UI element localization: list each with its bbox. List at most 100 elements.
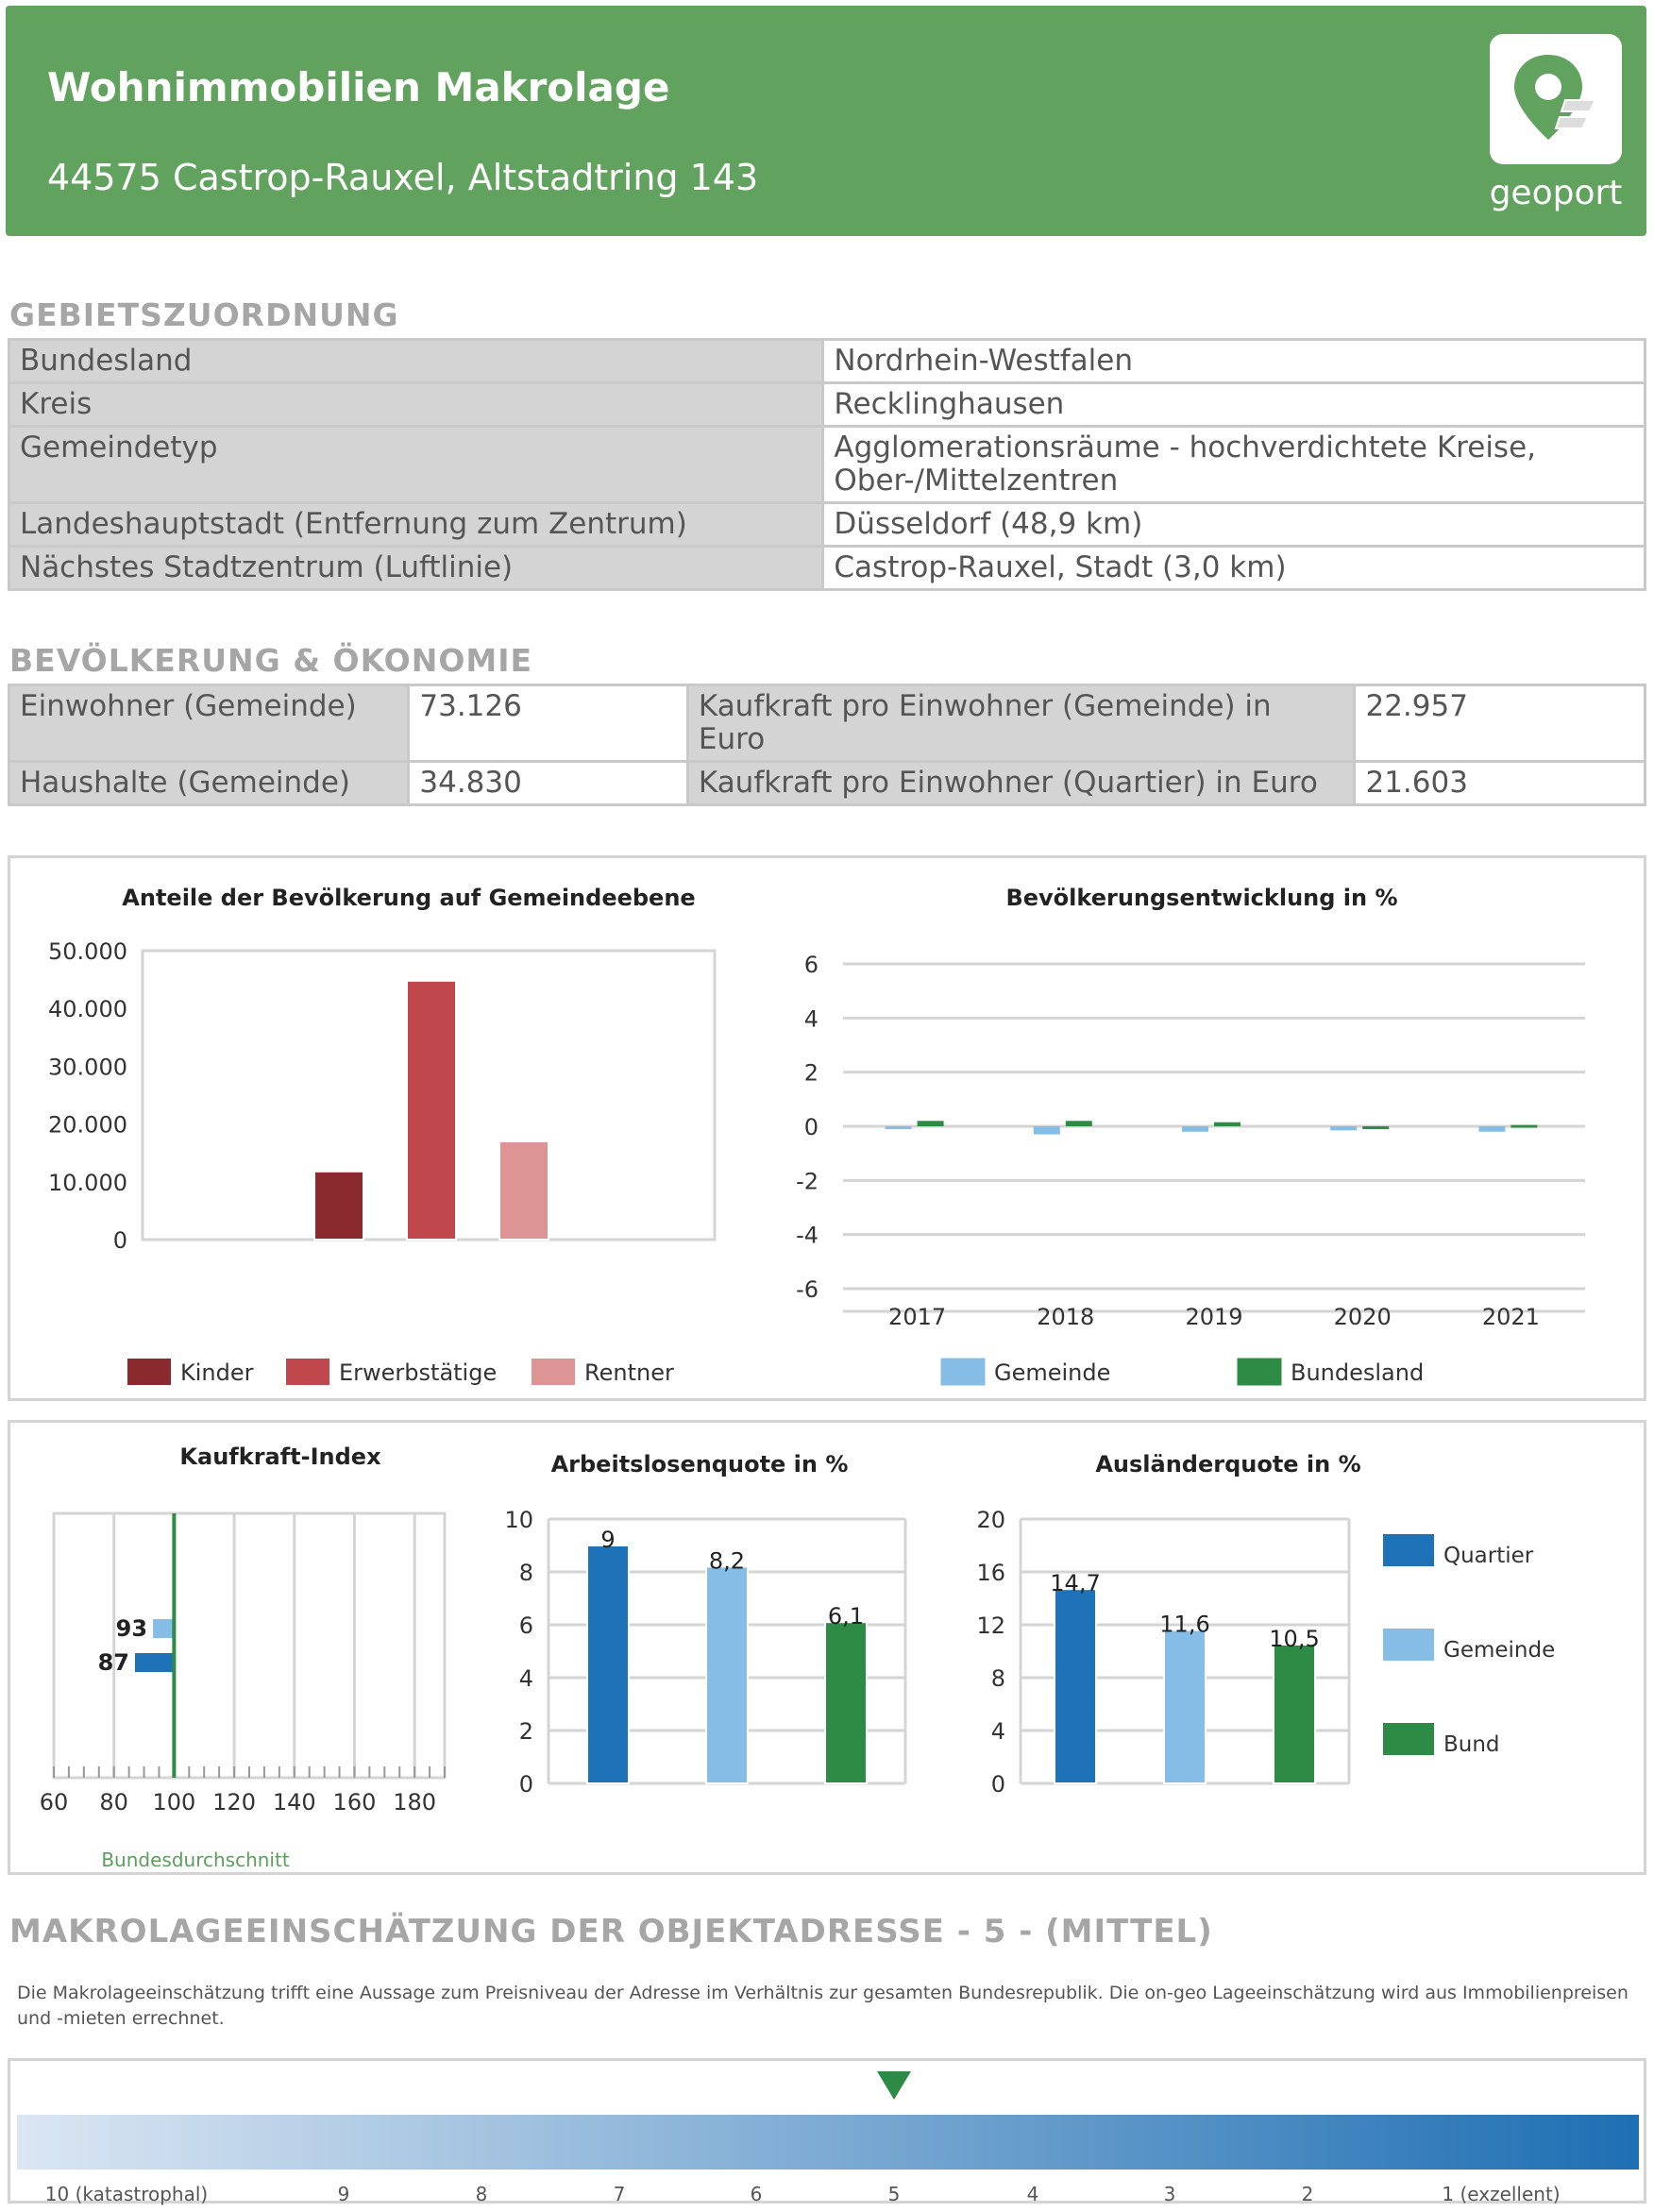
chart-panel-economy: Kaufkraft-Index 60 80 100 120 140 160 180 93 87 Bu… xyxy=(8,1420,1646,1875)
row-value: Castrop-Rauxel, Stadt (3,0 km) xyxy=(821,545,1646,591)
bar-bundesland xyxy=(1065,1121,1092,1126)
einwohner-label: Einwohner (Gemeinde) xyxy=(7,684,411,763)
bar-bundesland xyxy=(917,1121,944,1126)
einwohner-value: 73.126 xyxy=(407,684,689,763)
row-label: Kreis xyxy=(7,381,825,428)
table-row: Nächstes Stadtzentrum (Luftlinie) Castro… xyxy=(7,545,1646,591)
y-tick-label: 8 xyxy=(991,1665,1005,1692)
x-tick-label: 100 xyxy=(152,1789,195,1815)
table-row: Einwohner (Gemeinde) 73.126 Kaufkraft pr… xyxy=(7,684,1646,763)
bar-quartier xyxy=(1054,1588,1097,1784)
kaufkraft-bar xyxy=(153,1619,175,1638)
bar-value-label: 10,5 xyxy=(1269,1626,1319,1652)
y-tick-label: 10.000 xyxy=(48,1170,127,1196)
makrolage-gradient-bar xyxy=(17,2115,1639,2170)
y-tick-label: 2 xyxy=(804,1060,819,1087)
x-tick-label: 2021 xyxy=(1482,1304,1540,1330)
row-value: Recklinghausen xyxy=(821,381,1646,428)
row-value: Düsseldorf (48,9 km) xyxy=(821,501,1646,548)
y-tick-label: 4 xyxy=(804,1005,819,1032)
haushalte-label: Haushalte (Gemeinde) xyxy=(7,760,411,806)
bar-value-label: 93 xyxy=(116,1615,147,1642)
bar-value-label: 87 xyxy=(98,1649,129,1676)
row-value: Agglomerationsräume - hochverdichtete Kr… xyxy=(821,425,1646,504)
bar-bundesland xyxy=(1362,1126,1390,1129)
x-tick-label: 160 xyxy=(333,1789,377,1815)
y-tick-label: -6 xyxy=(796,1276,819,1303)
bar-gemeinde xyxy=(885,1126,912,1129)
legend-label: Erwerbstätige xyxy=(339,1359,497,1386)
chart-title: Bevölkerungsentwicklung in % xyxy=(1005,885,1397,911)
bar-value-label: 14,7 xyxy=(1050,1570,1100,1596)
report-address: 44575 Castrop-Rauxel, Altstadtring 143 xyxy=(47,157,759,198)
gebiet-table: Bundesland Nordrhein-Westfalen Kreis Rec… xyxy=(7,338,1646,591)
scale-marker-triangle xyxy=(877,2071,911,2100)
scale-label: 2 xyxy=(1301,2183,1314,2205)
triangle-down-icon xyxy=(877,2071,911,2100)
y-tick-label: 0 xyxy=(991,1771,1005,1798)
bar-bund xyxy=(1273,1644,1316,1784)
makrolage-description: Die Makrolageeinschätzung trifft eine Au… xyxy=(17,1983,1629,2029)
legend-swatch xyxy=(286,1359,329,1385)
y-tick-label: 20 xyxy=(976,1507,1005,1533)
bar-gemeinde xyxy=(1163,1629,1207,1784)
row-label: Gemeindetyp xyxy=(7,425,825,504)
scale-label: 7 xyxy=(613,2183,626,2205)
legend-swatch xyxy=(1237,1358,1282,1386)
chart-title: Anteile der Bevölkerung auf Gemeindeeben… xyxy=(122,885,695,911)
bar-kinder xyxy=(313,1170,364,1241)
bar-value-label: 8,2 xyxy=(709,1547,745,1574)
legend-swatch xyxy=(1383,1534,1434,1566)
legend-label: Gemeinde xyxy=(994,1359,1110,1386)
chart-auslaenderquote: Ausländerquote in % 0 4 8 12 16 20 14,7 11,6 10,5… xyxy=(976,1451,1555,1798)
bar-gemeinde xyxy=(1478,1126,1506,1132)
y-tick-label: 12 xyxy=(976,1613,1005,1639)
scale-label: 5 xyxy=(887,2183,901,2205)
chart-arbeitslosenquote: Arbeitslosenquote in % 0 2 4 6 8 10 9 8,2 6,1 xyxy=(504,1451,907,1798)
bar-value-label: 9 xyxy=(600,1527,615,1553)
geoport-logo xyxy=(1490,34,1622,164)
table-row: Haushalte (Gemeinde) 34.830 Kaufkraft pr… xyxy=(7,760,1646,806)
bar-bundesland xyxy=(1511,1124,1538,1128)
y-tick-label: 50.000 xyxy=(48,938,127,965)
bar-gemeinde xyxy=(1330,1126,1358,1131)
bar-gemeinde xyxy=(1033,1126,1060,1135)
section-title-gebietszuordnung: GEBIETSZUORDNUNG xyxy=(9,296,399,333)
y-tick-label: 0 xyxy=(113,1227,127,1254)
legend-label: Bundesland xyxy=(1291,1359,1424,1386)
x-tick-label: 2017 xyxy=(888,1304,946,1330)
scale-label: 4 xyxy=(1026,2183,1039,2205)
y-tick-label: -4 xyxy=(796,1223,819,1249)
bar-rentner xyxy=(498,1140,549,1241)
chart-kaufkraft-index: Kaufkraft-Index 60 80 100 120 140 160 180 93 87 Bu… xyxy=(40,1444,447,1871)
bar-bund xyxy=(824,1621,868,1784)
x-tick-label: 120 xyxy=(212,1789,256,1815)
legend-label: Gemeinde xyxy=(1443,1638,1555,1663)
scale-label: 6 xyxy=(750,2183,763,2205)
legend-label: Bund xyxy=(1443,1732,1500,1757)
table-row: Kreis Recklinghausen xyxy=(7,381,1646,428)
row-label: Nächstes Stadtzentrum (Luftlinie) xyxy=(7,545,825,591)
legend-swatch xyxy=(532,1359,575,1385)
bevoelkerung-table: Einwohner (Gemeinde) 73.126 Kaufkraft pr… xyxy=(7,684,1646,806)
chart-anteile: Anteile der Bevölkerung auf Gemeindeeben… xyxy=(48,885,717,1386)
chart-title: Arbeitslosenquote in % xyxy=(551,1451,849,1477)
x-tick-label: 60 xyxy=(40,1789,69,1815)
row-label: Bundesland xyxy=(7,338,825,384)
bar-quartier xyxy=(586,1545,630,1784)
y-tick-label: 4 xyxy=(519,1665,533,1692)
legend-swatch xyxy=(127,1359,171,1385)
kaufkraft-bar xyxy=(134,1653,175,1672)
section-title-makrolage: MAKROLAGEEINSCHÄTZUNG DER OBJEKTADRESSE … xyxy=(9,1913,1213,1950)
report-header: Wohnimmobilien Makrolage 44575 Castrop-R… xyxy=(6,6,1646,236)
y-tick-label: 4 xyxy=(991,1718,1005,1745)
bar-value-label: 6,1 xyxy=(828,1603,864,1629)
legend-label: Kinder xyxy=(180,1359,254,1386)
legend-label: Quartier xyxy=(1443,1544,1534,1568)
table-row: Landeshauptstadt (Entfernung zum Zentrum… xyxy=(7,501,1646,548)
chart-title: Kaufkraft-Index xyxy=(179,1444,381,1470)
y-tick-label: 2 xyxy=(519,1718,533,1745)
section-title-bevoelkerung: BEVÖLKERUNG & ÖKONOMIE xyxy=(9,642,533,679)
report-title: Wohnimmobilien Makrolage xyxy=(47,64,670,110)
chart-title: Ausländerquote in % xyxy=(1095,1451,1360,1477)
